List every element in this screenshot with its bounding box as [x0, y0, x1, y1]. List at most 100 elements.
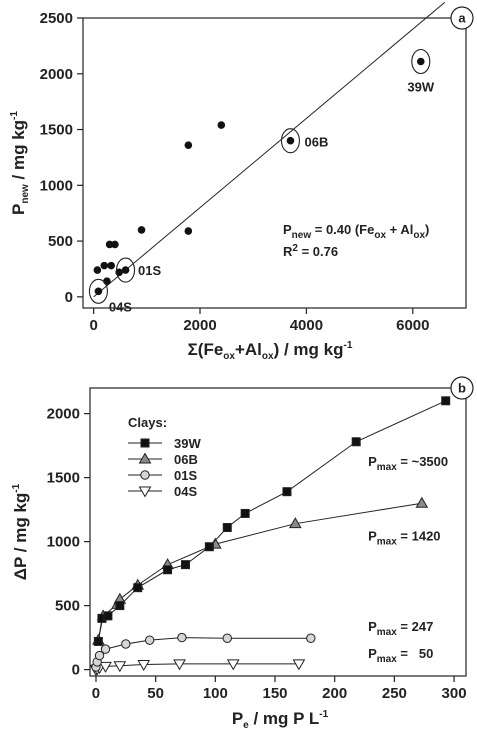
panel-a-y-tick-label: 2500 — [40, 10, 73, 27]
panel-a-badge — [450, 6, 474, 30]
panel-b-data-point — [94, 650, 105, 661]
panel-b-pmax-sub: max — [377, 536, 397, 547]
panel-b-x-tick-label: 250 — [382, 685, 407, 702]
panel-b-y-tick-label: 1500 — [47, 470, 80, 487]
panel-a-y-tick-label: 2000 — [40, 66, 73, 83]
panel-b-series-39W — [93, 396, 451, 646]
panel-a-data-point — [111, 240, 119, 249]
panel-a-x-tick-label: 4000 — [290, 317, 323, 334]
panel-b-x-tick-label: 200 — [322, 685, 347, 702]
panel-b-data-point — [222, 523, 232, 533]
panel-a-points — [93, 57, 425, 296]
panel-a-x-axis-title-post: ) / mg kg — [274, 340, 344, 359]
panel-b-data-point — [133, 583, 143, 593]
panel-a-plot-frame — [82, 17, 467, 309]
panel-b-x-tick-label: 50 — [147, 685, 164, 702]
panel-a-equation-p: P — [283, 222, 292, 237]
panel-a-data-point — [121, 266, 130, 274]
panel-b-y-ticks: 0 500 1000 1500 2000 — [47, 406, 90, 679]
panel-a-x-axis-title: Σ(Feox+Alox) / mg kg-1 — [188, 340, 353, 362]
panel-b-legend-label: 04S — [174, 484, 197, 499]
panel-a-point-label: 39W — [407, 80, 434, 95]
panel-b-legend-label: 06B — [174, 452, 198, 467]
panel-b-data-point — [137, 659, 151, 671]
panel-b-pmax-value: = ~3500 — [397, 454, 448, 469]
panel-a-data-point — [105, 240, 114, 249]
panel-a-fit-line-group — [93, 2, 446, 298]
panel-b-y-tick-label: 2000 — [47, 406, 80, 423]
panel-b-pmax-sub: max — [377, 462, 397, 473]
panel-a-equation-part3: ) — [425, 222, 429, 237]
panel-b-x-axis-title-rest: / mg P L — [249, 709, 320, 728]
panel-b-pmax-value: = 50 — [397, 646, 434, 661]
panel-a-equation-sub1: ox — [374, 230, 386, 241]
panel-b-pmax-sub: max — [377, 654, 397, 665]
panel-a-point-labels: 39W 06B 01S 04S — [88, 48, 435, 314]
panel-a-point-label: 04S — [109, 299, 132, 314]
panel-b-x-ticks: 0 50 100 150 200 250 300 — [92, 676, 467, 702]
panel-b-data-point — [226, 659, 240, 671]
panel-b-data-point — [282, 487, 292, 497]
panel-a-data-point — [184, 227, 193, 235]
panel-b-pmax-annotation: Pmax = ~3500 — [368, 454, 448, 473]
panel-b-data-point — [177, 632, 187, 643]
panel-a-data-point — [286, 136, 295, 145]
panel-b-y-axis-title-sup: -1 — [11, 483, 22, 492]
panel-a-x-axis-title-sub2: ox — [262, 351, 274, 362]
panel-a-data-point — [217, 121, 226, 129]
panel-b-legend-title: Clays: — [128, 415, 167, 430]
panel-b-series — [89, 396, 451, 677]
panel-a-equation-part2: + Al — [386, 222, 413, 237]
panel-b-badge — [450, 376, 474, 400]
panel-a-y-axis-title-sub: new — [20, 184, 31, 204]
panel-a-y-axis-title-sup: -1 — [9, 111, 20, 120]
panel-b-pmax-p: P — [368, 646, 377, 661]
panel-b-plot-frame — [89, 387, 467, 677]
panel-a-r-squared: R2 = 0.76 — [283, 243, 338, 259]
panel-a-highlight-ellipse — [411, 48, 431, 75]
panel-a-y-tick-label: 500 — [48, 233, 73, 250]
panel-a-y-axis-title: Pnew / mg kg-1 — [9, 111, 31, 215]
panel-a-y-ticks: 0 500 1000 1500 2000 2500 — [40, 10, 83, 306]
panel-b-x-axis-title: Pe / mg P L-1 — [232, 709, 329, 731]
panel-b-legend-marker — [138, 452, 152, 464]
panel-b-y-tick-label: 0 — [72, 662, 80, 679]
panel-b-data-point — [113, 661, 127, 673]
panel-b-y-tick-label: 500 — [55, 598, 80, 615]
panel-b-data-point — [180, 560, 190, 570]
panel-b-pmax-sub: max — [377, 627, 397, 638]
panel-a-equation: Pnew = 0.40 (Feox + Alox) — [283, 222, 429, 241]
panel-a-x-tick-label: 6000 — [396, 317, 429, 334]
panel-b-legend-label: 39W — [174, 436, 201, 451]
panel-a-point-label: 01S — [138, 263, 161, 278]
panel-b-legend-marker — [140, 470, 150, 480]
panel-b-data-point — [115, 601, 125, 611]
panel-a-highlight-ellipse — [116, 257, 136, 283]
panel-b-pmax-value: = 247 — [397, 619, 434, 634]
panel-b-series-line — [97, 400, 446, 642]
panel-b-data-point — [351, 437, 361, 447]
panel-a-equation-sub-new: new — [292, 230, 312, 241]
panel-b-data-point — [99, 661, 112, 673]
panel-b-data-point — [306, 633, 316, 643]
panel-b-x-axis-title-p: P — [232, 709, 243, 728]
panel-a-x-tick-label: 0 — [89, 317, 97, 334]
panel-b-x-tick-label: 150 — [263, 685, 288, 702]
panel-b-pmax-p: P — [368, 454, 377, 469]
panel-a-data-point — [103, 277, 111, 286]
panel-a-scatter-chart: 0 2000 4000 6000 0 500 1000 1500 2000 2500 39W 06… — [9, 2, 474, 362]
panel-b-data-point — [288, 517, 302, 529]
panel-a-point-label: 06B — [305, 135, 329, 150]
panel-b-pmax-value: = 1420 — [397, 528, 441, 543]
panel-a-r-squared-sup: 2 — [292, 243, 298, 254]
panel-b-legend-marker — [138, 486, 152, 498]
panel-a-x-axis-title-mid: +Al — [235, 340, 262, 359]
panel-b-pmax-p: P — [368, 528, 377, 543]
panel-b-series-line — [95, 663, 299, 671]
panel-b-data-point — [163, 565, 173, 575]
panel-b-pmax-p: P — [368, 619, 377, 634]
panel-b-data-point — [144, 635, 155, 645]
panel-a-r-squared-value: = 0.76 — [298, 244, 338, 259]
